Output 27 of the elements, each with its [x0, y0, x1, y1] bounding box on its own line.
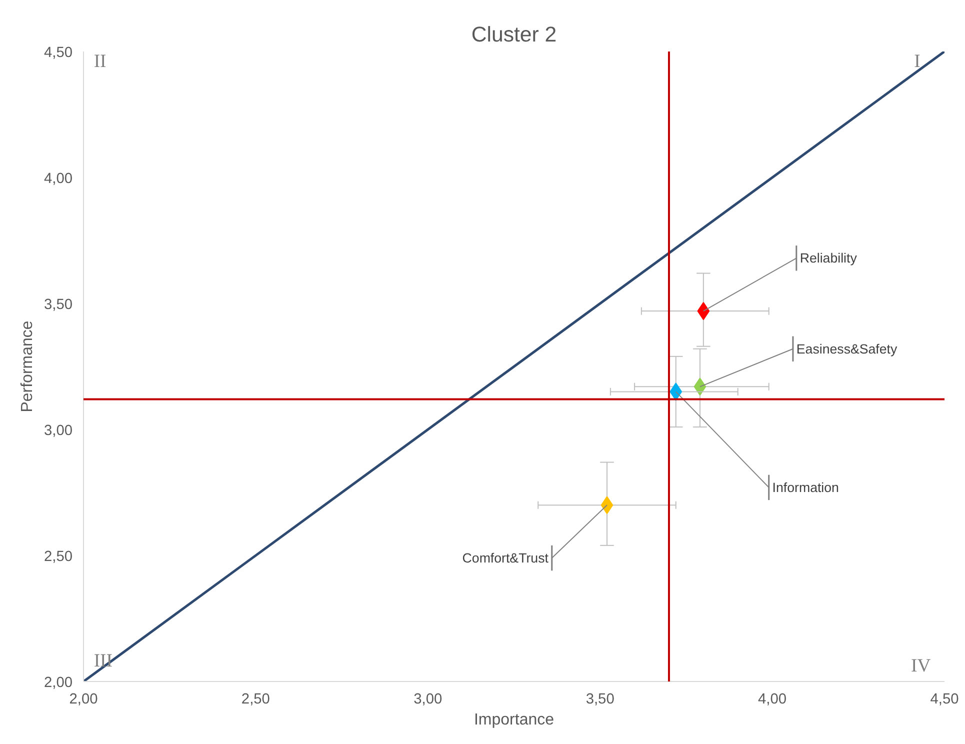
- point: [694, 378, 706, 396]
- y-tick-label: 3,50: [44, 297, 73, 313]
- y-tick-label: 2,50: [44, 549, 73, 565]
- y-tick-label: 4,00: [44, 171, 73, 187]
- x-tick-label: 4,50: [930, 692, 959, 708]
- x-tick-label: 2,50: [241, 692, 270, 708]
- x-tick-label: 3,50: [586, 692, 614, 708]
- x-tick-label: 3,00: [414, 692, 442, 708]
- y-tick-label: 2,00: [44, 675, 73, 691]
- chart-title: Cluster 2: [471, 22, 557, 46]
- y-tick-label: 3,00: [44, 423, 73, 439]
- text: Reliability: [800, 250, 858, 266]
- point: [697, 302, 710, 320]
- annotation: II: [94, 51, 106, 72]
- annotation: III: [94, 650, 112, 672]
- x-tick-label: 2,00: [69, 692, 98, 708]
- annotation: I: [914, 51, 920, 72]
- text: Comfort&Trust: [462, 550, 549, 566]
- text: Information: [772, 480, 839, 495]
- x-axis-title: Importance: [474, 712, 554, 728]
- annotation: IV: [911, 655, 932, 676]
- y-tick-label: 4,50: [44, 45, 73, 61]
- text: Easiness&Safety: [796, 341, 898, 356]
- point: [670, 382, 682, 401]
- x-tick-label: 4,00: [758, 692, 787, 708]
- y-axis-title: Performance: [18, 320, 36, 412]
- point: [600, 496, 614, 514]
